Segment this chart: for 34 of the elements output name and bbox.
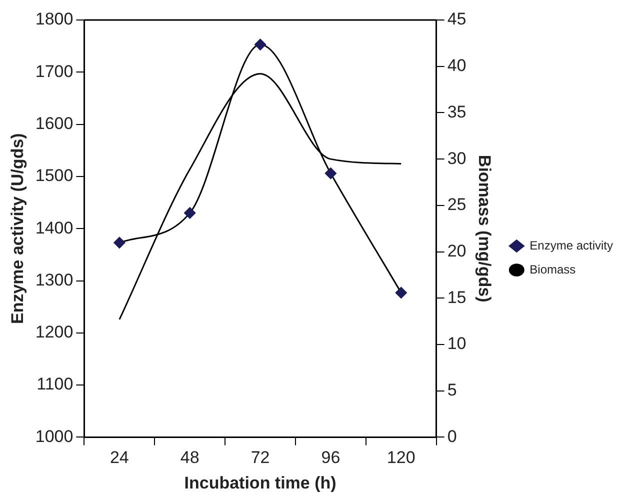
y-tick-label: 1000 bbox=[35, 426, 74, 446]
y-tick-label: 1400 bbox=[35, 218, 74, 238]
y2-tick-label: 40 bbox=[447, 56, 466, 76]
y-tick-label: 1200 bbox=[35, 322, 74, 342]
x-axis-title: Incubation time (h) bbox=[184, 473, 336, 492]
point bbox=[324, 168, 336, 180]
point bbox=[395, 286, 407, 298]
y2-tick-label: 10 bbox=[447, 334, 466, 354]
point bbox=[114, 236, 126, 248]
y2-tick-label: 35 bbox=[447, 102, 466, 122]
legend-label: Enzyme activity bbox=[530, 238, 614, 252]
y2-tick-label: 15 bbox=[447, 288, 466, 307]
x-tick-label: 24 bbox=[110, 448, 129, 468]
y2-tick-label: 20 bbox=[447, 241, 466, 260]
legend-label: Biomass bbox=[530, 262, 576, 276]
x-tick-label: 120 bbox=[386, 448, 416, 468]
y2-tick-label: 45 bbox=[447, 10, 466, 29]
point bbox=[254, 38, 266, 50]
y-tick-label: 1600 bbox=[35, 114, 74, 133]
y2-axis-title: Biomass (mg/gds) bbox=[474, 154, 494, 302]
y-tick-label: 1500 bbox=[35, 166, 74, 186]
y2-tick-label: 5 bbox=[447, 380, 457, 400]
x-tick-label: 72 bbox=[250, 448, 270, 468]
y2-tick-label: 30 bbox=[447, 148, 466, 168]
x-tick-label: 96 bbox=[321, 448, 340, 468]
y-tick-label: 1800 bbox=[35, 10, 74, 29]
y-axis-title: Enzyme activity (U/gds) bbox=[8, 133, 27, 324]
y-tick-label: 1700 bbox=[35, 62, 74, 81]
y-tick-label: 1300 bbox=[35, 270, 74, 290]
y-tick-label: 1100 bbox=[36, 374, 74, 394]
y2-tick-label: 25 bbox=[447, 195, 466, 214]
y2-tick-label: 0 bbox=[447, 426, 457, 446]
x-tick-label: 48 bbox=[180, 448, 200, 468]
point bbox=[184, 207, 196, 219]
